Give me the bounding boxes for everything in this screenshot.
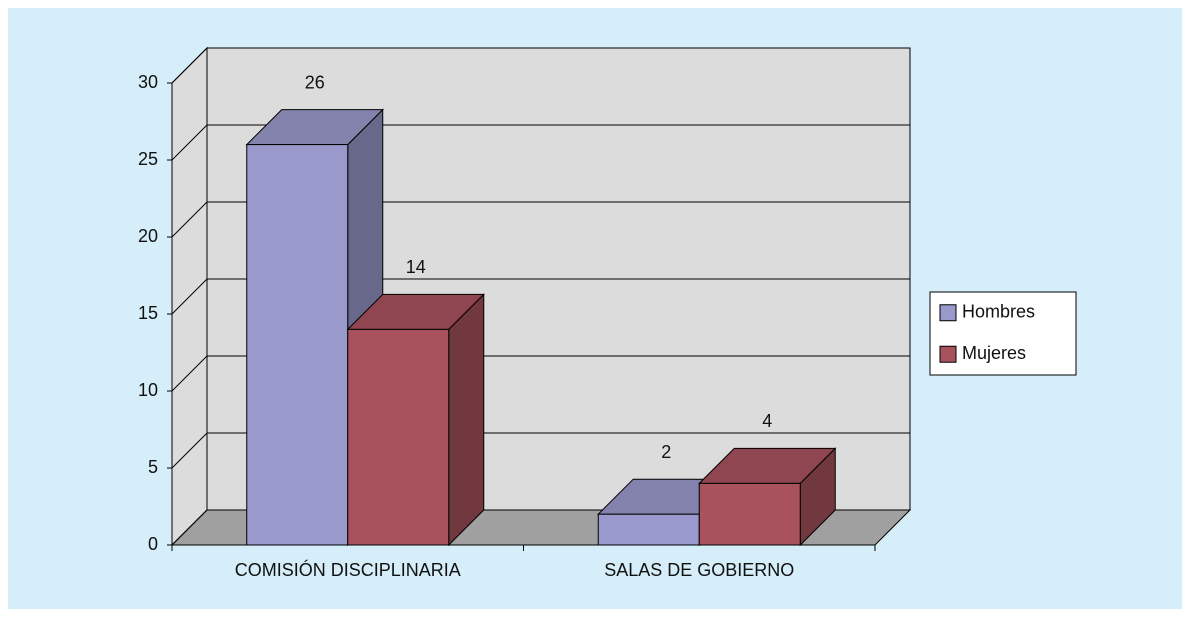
- y-tick-label: 5: [148, 457, 158, 477]
- legend-label: Hombres: [962, 302, 1035, 322]
- bar: [246, 144, 349, 546]
- grid-line: [171, 201, 208, 238]
- grid-line: [171, 432, 208, 469]
- legend-swatch: [939, 345, 957, 363]
- grid-line: [171, 355, 208, 392]
- grid-line: [171, 47, 208, 84]
- x-tick-label: COMISIÓN DISCIPLINARIA: [235, 559, 461, 580]
- y-tick-label: 10: [138, 380, 158, 400]
- y-tick-label: 0: [148, 534, 158, 554]
- bar-side: [448, 293, 485, 547]
- y-tick-label: 20: [138, 226, 158, 246]
- legend-label: Mujeres: [962, 343, 1026, 363]
- legend-swatch: [939, 304, 957, 322]
- bar: [698, 482, 801, 546]
- data-label: 14: [406, 257, 426, 277]
- data-label: 26: [305, 72, 325, 92]
- bar: [597, 513, 700, 546]
- bar: [347, 328, 450, 546]
- grid-line: [171, 124, 208, 161]
- grid-line: [171, 278, 208, 315]
- y-tick-label: 25: [138, 149, 158, 169]
- grid-line: [171, 509, 208, 546]
- data-label: 2: [661, 442, 671, 462]
- x-tick-label: SALAS DE GOBIERNO: [604, 560, 794, 580]
- y-tick-label: 15: [138, 303, 158, 323]
- y-tick-label: 30: [138, 72, 158, 92]
- data-label: 4: [762, 411, 772, 431]
